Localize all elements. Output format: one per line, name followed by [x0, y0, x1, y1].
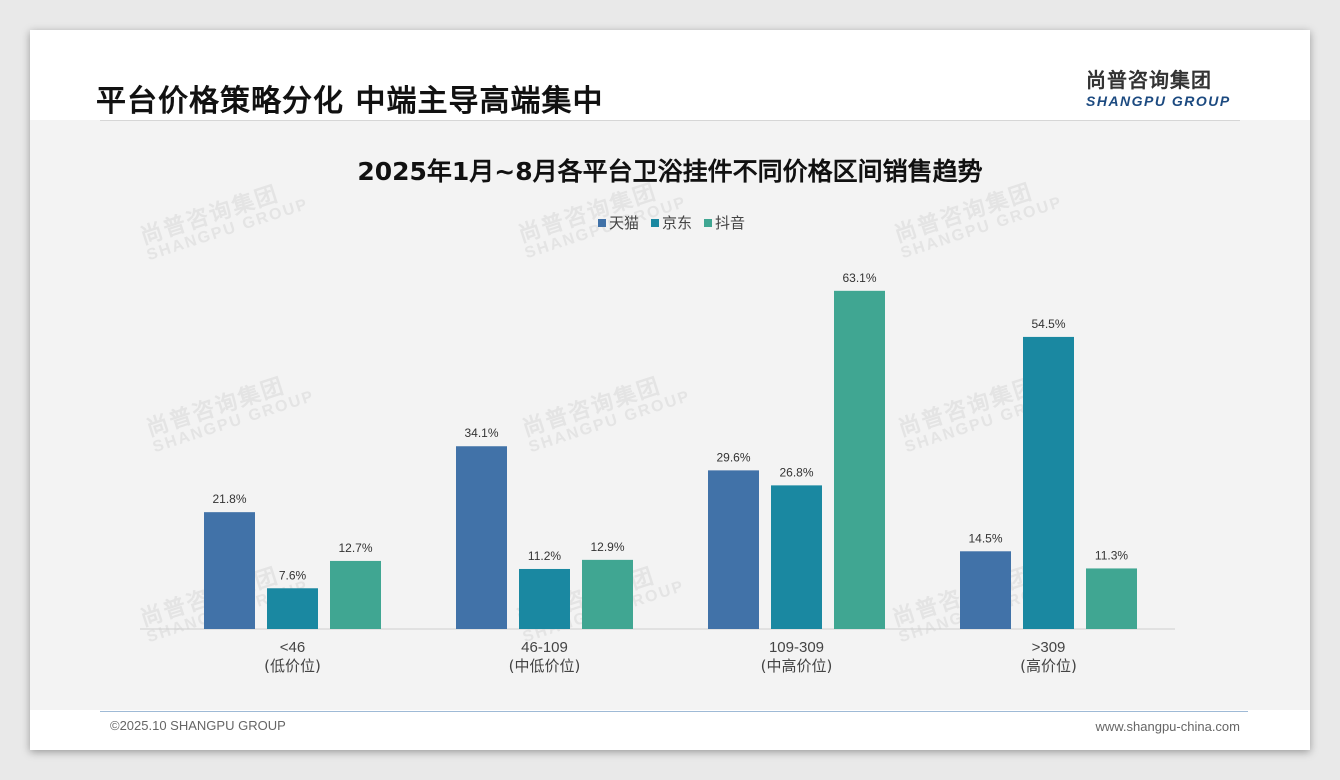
data-label-tmall-3: 14.5% — [968, 531, 1002, 545]
chart-legend: 天猫 京东 抖音 — [598, 212, 745, 233]
x-tick-label: 109-309 — [769, 639, 824, 656]
slide-header-area — [30, 30, 1310, 120]
data-label-jd-3: 54.5% — [1031, 317, 1065, 331]
x-tick-sublabel: (高价位) — [1020, 657, 1077, 675]
legend-item-jd: 京东 — [651, 212, 692, 233]
legend-swatch-tmall — [598, 218, 606, 227]
bar-douyin-2 — [834, 290, 885, 629]
bar-jd-3 — [1023, 336, 1074, 629]
legend-item-tmall: 天猫 — [598, 212, 639, 233]
legend-swatch-douyin — [704, 218, 713, 227]
bar-tmall-0 — [204, 512, 255, 629]
data-label-douyin-2: 63.1% — [842, 271, 876, 285]
x-tick-sublabel: (低价位) — [264, 657, 321, 675]
page-title: 平台价格策略分化 中端主导高端集中 — [96, 84, 604, 119]
data-label-tmall-2: 29.6% — [716, 450, 750, 464]
data-label-douyin-3: 11.3% — [1095, 548, 1128, 562]
logo-cn-text: 尚普咨询集团 — [1086, 68, 1212, 92]
bar-jd-2 — [771, 485, 822, 629]
bar-jd-1 — [519, 568, 570, 629]
x-tick-label: <46 — [280, 639, 305, 656]
footer-website[interactable]: www.shangpu-china.com — [1095, 719, 1240, 734]
x-tick-sublabel: (中高价位) — [761, 657, 833, 675]
legend-label-tmall: 天猫 — [609, 215, 640, 232]
bar-douyin-1 — [582, 559, 633, 629]
bar-douyin-3 — [1086, 568, 1137, 629]
data-label-douyin-1: 12.9% — [590, 540, 624, 554]
logo-en-text: SHANGPU GROUP — [1086, 93, 1231, 109]
bar-chart: 21.8% 7.6% 12.7% <46(低价位) 34.1% 11.2% 12.9% 46-… — [140, 271, 1175, 675]
data-label-tmall-1: 34.1% — [464, 426, 498, 440]
legend-label-jd: 京东 — [662, 215, 693, 232]
data-label-tmall-0: 21.8% — [212, 492, 246, 506]
bar-douyin-0 — [330, 560, 381, 629]
footer-divider — [100, 711, 1248, 712]
chart-title: 2025年1月~8月各平台卫浴挂件不同价格区间销售趋势 — [357, 157, 983, 186]
x-tick-label: 46-109 — [521, 639, 568, 656]
x-tick-sublabel: (中低价位) — [509, 657, 581, 675]
x-tick-label: >309 — [1032, 639, 1066, 656]
footer-copyright: ©2025.10 SHANGPU GROUP — [110, 718, 286, 733]
slide-footer-area — [30, 710, 1310, 750]
data-label-jd-0: 7.6% — [279, 568, 307, 582]
data-label-douyin-0: 12.7% — [338, 541, 372, 555]
data-label-jd-2: 26.8% — [779, 465, 813, 479]
legend-label-douyin: 抖音 — [715, 215, 746, 232]
slide: 尚普咨询集团 SHANGPU GROUP 尚普咨询集团 SHANGPU GROUP … — [30, 30, 1310, 750]
legend-item-douyin: 抖音 — [704, 212, 745, 233]
bar-tmall-1 — [456, 446, 507, 629]
company-logo: 尚普咨询集团 SHANGPU GROUP — [1086, 64, 1246, 109]
bar-tmall-2 — [708, 470, 759, 629]
data-label-jd-1: 11.2% — [528, 549, 561, 563]
title-divider — [100, 120, 1240, 121]
legend-swatch-jd — [651, 218, 660, 227]
bar-jd-0 — [267, 588, 318, 629]
bar-tmall-3 — [960, 551, 1011, 629]
